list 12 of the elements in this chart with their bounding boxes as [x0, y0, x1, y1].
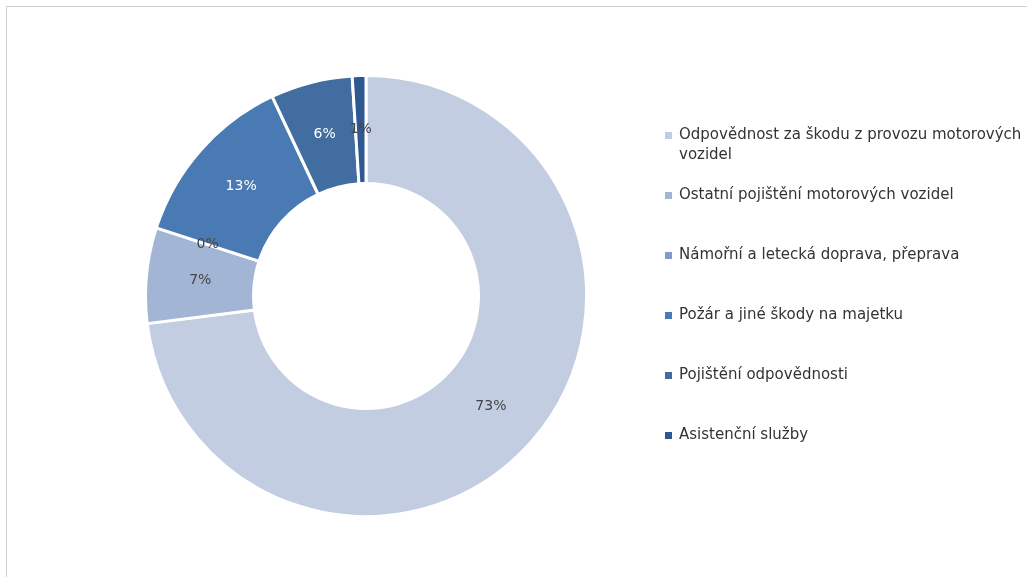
data-label: 7%: [189, 270, 212, 287]
legend-label: Asistenční služby: [679, 425, 809, 443]
legend-label: Pojištění odpovědnosti: [679, 365, 848, 383]
legend-label: Odpovědnost za škodu z provozu motorových vozidel: [679, 125, 1022, 163]
data-label: 6%: [313, 125, 336, 142]
legend-label: Ostatní pojištění motorových vozidel: [679, 185, 954, 203]
data-label: 1%: [349, 120, 372, 137]
data-label: 13%: [225, 176, 257, 193]
legend-label: Požár a jiné škody na majetku: [679, 305, 904, 323]
legend-label: Námořní a letecká doprava, přeprava: [679, 245, 960, 263]
text: 0%: [196, 235, 219, 252]
data-label: 73%: [475, 396, 507, 413]
